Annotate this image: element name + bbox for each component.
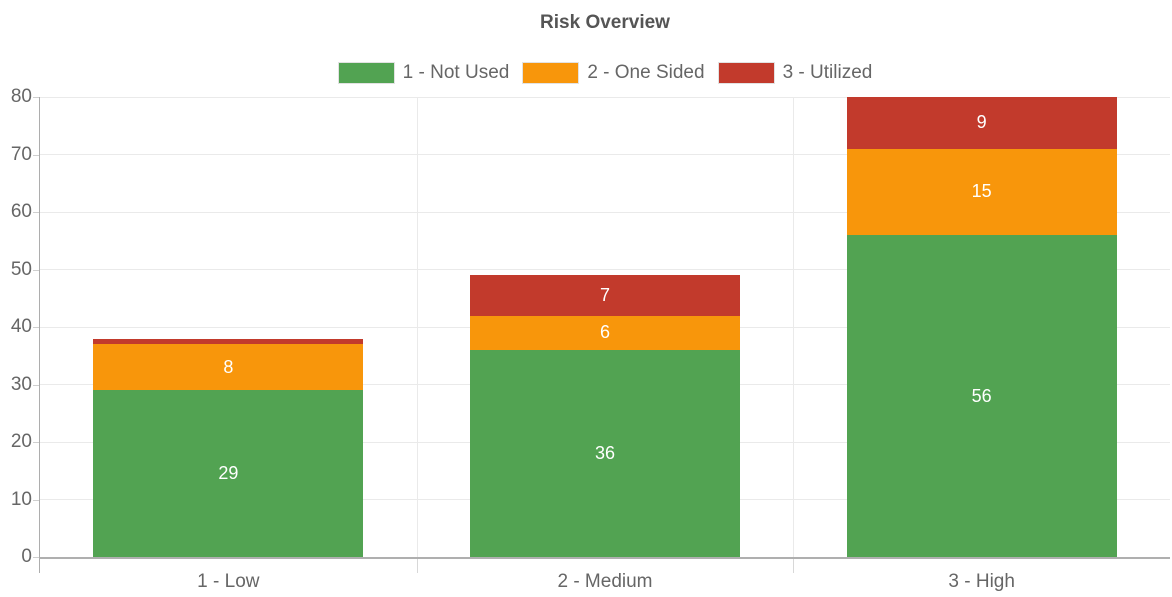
- y-axis-tick-label: 70: [10, 143, 32, 165]
- gridline-horizontal: [40, 269, 1170, 270]
- y-axis-tick-mark: [33, 327, 40, 328]
- bar-segment-2-medium: 36: [470, 350, 740, 557]
- x-axis-tick-mark: [793, 559, 795, 573]
- legend-label-one-sided: 2 - One Sided: [587, 62, 705, 83]
- bar-value-label: 9: [976, 112, 987, 133]
- legend-label-utilized: 3 - Utilized: [782, 62, 873, 83]
- legend-swatch-one-sided-icon: [522, 62, 580, 84]
- y-axis-tick-mark: [33, 442, 40, 443]
- chart-legend: 1 - Not Used 2 - One Sided 3 - Utilized: [40, 61, 1170, 85]
- bar-segment-1-low: 8: [93, 344, 364, 391]
- y-axis-tick-label: 20: [10, 431, 32, 452]
- gridline-vertical: [416, 97, 418, 557]
- y-axis-line: [39, 97, 40, 573]
- bar-segment-1-low: [93, 338, 364, 345]
- y-axis-tick-mark: [33, 154, 40, 156]
- bar-value-label: 29: [218, 463, 239, 484]
- gridline-horizontal: [40, 211, 1170, 213]
- y-axis-tick-label: 40: [10, 316, 32, 337]
- gridline-horizontal: [40, 154, 1170, 155]
- bar-segment-2-medium: 7: [470, 275, 740, 316]
- y-axis-tick-label: 10: [10, 488, 32, 510]
- bar-value-label: 36: [594, 443, 616, 463]
- bar-value-label: 7: [599, 284, 610, 305]
- bar-value-label: 56: [971, 385, 992, 406]
- y-axis-tick-label: 80: [10, 86, 32, 107]
- bar-value-label: 6: [599, 322, 610, 343]
- gridline-vertical: [793, 97, 795, 557]
- y-axis-tick-mark: [33, 269, 40, 271]
- legend-label-not-used: 1 - Not Used: [402, 62, 510, 83]
- chart-title: Risk Overview: [540, 12, 670, 33]
- y-axis-tick-mark: [33, 97, 40, 98]
- y-axis-tick-label: 60: [10, 201, 32, 222]
- bar-value-label: 15: [971, 181, 992, 202]
- y-axis-tick-mark: [33, 212, 40, 213]
- legend-swatch-utilized-icon: [717, 62, 775, 84]
- x-axis-category-label: 2 - Medium: [557, 571, 653, 592]
- bar-segment-2-medium: 6: [470, 315, 740, 350]
- y-axis-tick-mark: [33, 384, 40, 386]
- bar-segment-3-high: 9: [846, 97, 1117, 149]
- bar-segment-1-low: 29: [93, 390, 364, 557]
- x-axis-category-label: 3 - High: [948, 571, 1015, 592]
- y-axis-tick-mark: [33, 557, 40, 558]
- y-axis-tick-label: 30: [10, 373, 32, 395]
- x-axis-tick-mark: [416, 559, 418, 573]
- bar-value-label: 8: [223, 356, 234, 377]
- bar-segment-3-high: 15: [846, 148, 1117, 235]
- bar-segment-3-high: 56: [846, 235, 1117, 557]
- legend-item-not-used[interactable]: 1 - Not Used: [337, 62, 510, 84]
- x-axis-category-label: 1 - Low: [197, 571, 260, 592]
- gridline-horizontal: [40, 96, 1170, 98]
- y-axis-tick-mark: [33, 499, 40, 501]
- legend-item-one-sided[interactable]: 2 - One Sided: [522, 62, 705, 84]
- x-axis-line: [39, 557, 1170, 559]
- y-axis-tick-label: 50: [10, 258, 32, 280]
- legend-item-utilized[interactable]: 3 - Utilized: [717, 62, 873, 84]
- y-axis-tick-label: 0: [21, 546, 32, 567]
- legend-swatch-not-used-icon: [337, 62, 395, 84]
